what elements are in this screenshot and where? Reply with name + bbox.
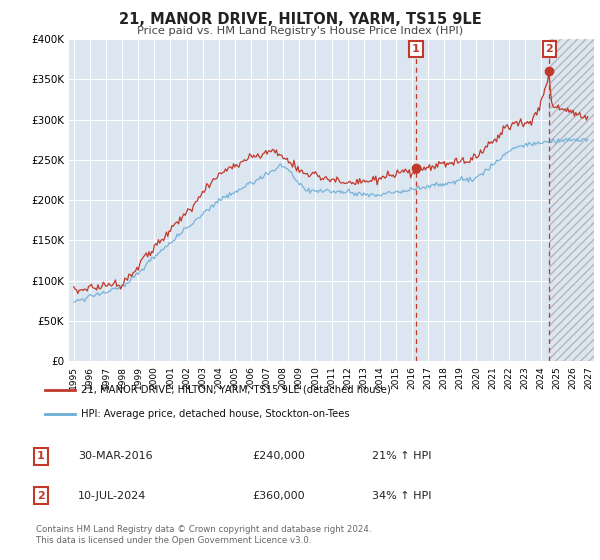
Text: 30-MAR-2016: 30-MAR-2016	[78, 451, 152, 461]
Text: 34% ↑ HPI: 34% ↑ HPI	[372, 491, 431, 501]
Text: HPI: Average price, detached house, Stockton-on-Tees: HPI: Average price, detached house, Stoc…	[82, 409, 350, 419]
Text: Contains HM Land Registry data © Crown copyright and database right 2024.
This d: Contains HM Land Registry data © Crown c…	[36, 525, 371, 545]
Text: 1: 1	[412, 44, 420, 54]
Text: 10-JUL-2024: 10-JUL-2024	[78, 491, 146, 501]
Polygon shape	[550, 39, 594, 361]
Text: 2: 2	[37, 491, 44, 501]
Text: 2: 2	[545, 44, 553, 54]
Text: 21, MANOR DRIVE, HILTON, YARM, TS15 9LE (detached house): 21, MANOR DRIVE, HILTON, YARM, TS15 9LE …	[82, 385, 391, 395]
Text: £240,000: £240,000	[252, 451, 305, 461]
Text: 21% ↑ HPI: 21% ↑ HPI	[372, 451, 431, 461]
Text: Price paid vs. HM Land Registry's House Price Index (HPI): Price paid vs. HM Land Registry's House …	[137, 26, 463, 36]
Text: 1: 1	[37, 451, 44, 461]
Text: £360,000: £360,000	[252, 491, 305, 501]
Text: 21, MANOR DRIVE, HILTON, YARM, TS15 9LE: 21, MANOR DRIVE, HILTON, YARM, TS15 9LE	[119, 12, 481, 27]
